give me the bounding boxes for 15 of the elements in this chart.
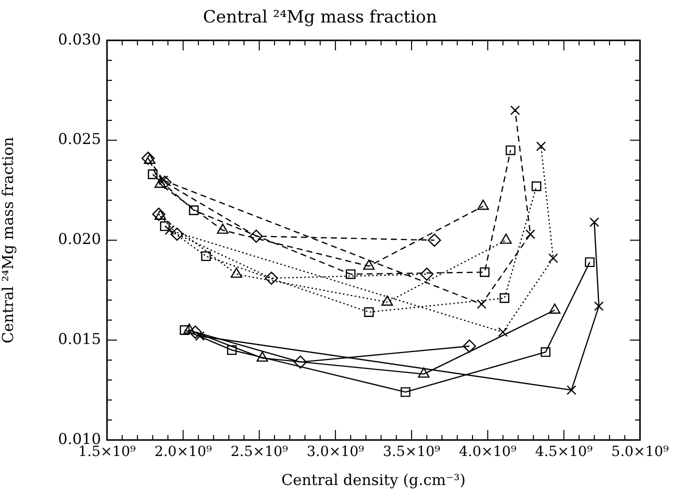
x-tick-label: 4.0×10⁹ — [459, 444, 517, 460]
y-tick-label: 0.025 — [58, 130, 101, 148]
x-axis-title: Central density (g.cm⁻³) — [281, 470, 466, 489]
chart-title: Central ²⁴Mg mass fraction — [203, 8, 437, 28]
y-axis-title: Central ²⁴Mg mass fraction — [0, 136, 17, 344]
x-tick-label: 5.0×10⁹ — [611, 444, 670, 460]
x-tick-label: 2.0×10⁹ — [154, 444, 212, 460]
y-tick-label: 0.015 — [58, 330, 101, 348]
x-tick-label: 2.5×10⁹ — [230, 444, 288, 460]
x-tick-label: 3.5×10⁹ — [382, 444, 441, 460]
x-tick-label: 3.0×10⁹ — [306, 444, 365, 460]
x-tick-label: 1.5×10⁹ — [78, 444, 136, 460]
x-tick-label: 4.5×10⁹ — [535, 444, 593, 460]
y-tick-label: 0.030 — [58, 30, 101, 48]
y-tick-label: 0.020 — [58, 230, 101, 248]
